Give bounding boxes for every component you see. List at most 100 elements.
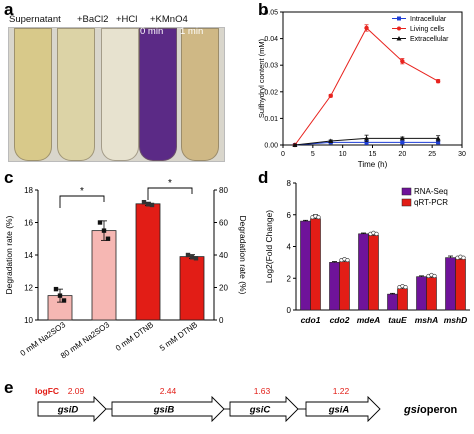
b-point: [400, 140, 405, 145]
b-y-tick-label: 0.02: [264, 89, 278, 96]
d-legend-swatch: [401, 198, 412, 207]
d-legend-label: RNA-Seq: [414, 187, 448, 196]
e-operon-word: operon: [420, 404, 458, 416]
c-data-point: [141, 199, 147, 205]
d-category-label: mshD: [444, 315, 468, 325]
d-bar: [358, 233, 369, 311]
c-right-tick-label: 20: [219, 284, 228, 293]
c-left-axis-label: Degradation rate (%): [4, 215, 14, 294]
b-y-tick-label: 0.04: [264, 36, 278, 43]
b-x-tick-label: 10: [339, 151, 347, 158]
b-y-tick-label: 0.01: [264, 116, 278, 123]
d-y-axis-label: Log2(Fold Change): [264, 210, 274, 283]
d-bar: [310, 218, 321, 311]
d-legend-label: qRT-PCR: [414, 198, 448, 207]
c-bar: [135, 203, 161, 321]
d-y-tick-label: 2: [287, 274, 292, 283]
c-data-point: [149, 202, 155, 208]
c-significance-star: *: [80, 186, 84, 197]
b-legend-label: Extracellular: [410, 36, 449, 43]
d-y-tick-label: 4: [287, 243, 292, 252]
b-y-axis-label: Sulfhydryl content (mM): [257, 38, 266, 118]
b-point: [364, 25, 369, 31]
c-left-tick-label: 14: [24, 251, 33, 260]
photo-label-hcl: +HCl: [116, 14, 138, 25]
b-point: [292, 142, 298, 147]
c-left-tick-label: 10: [24, 316, 33, 325]
c-data-point: [189, 255, 195, 260]
tube-hcl: [101, 28, 139, 161]
d-bar: [397, 288, 408, 311]
b-series-line-1: [294, 27, 439, 146]
d-bar: [339, 261, 350, 311]
c-data-point: [185, 252, 191, 258]
d-y-tick-label: 0: [287, 306, 292, 315]
tube-bacl2: [57, 28, 95, 161]
c-data-point: [105, 236, 111, 241]
b-x-tick-label: 25: [428, 151, 436, 158]
b-x-tick-label: 30: [458, 151, 466, 158]
b-y-tick-label: 0.05: [264, 10, 278, 17]
d-category-label: mshA: [415, 315, 439, 325]
c-data-point: [193, 256, 199, 261]
b-legend-marker: [397, 16, 401, 21]
d-bar: [416, 276, 427, 311]
c-right-axis-label: Degradation rate (%): [238, 216, 248, 295]
photo-label-supernatant: Supernatant: [9, 14, 61, 25]
b-y-tick-label: 0.00: [264, 143, 278, 150]
e-gene-label: gsiD: [57, 405, 79, 416]
c-right-tick-label: 40: [219, 251, 228, 260]
d-bar: [329, 262, 340, 311]
b-point: [435, 78, 441, 84]
d-bar: [300, 220, 311, 311]
d-data-point: [461, 255, 466, 260]
d-category-label: mdeA: [357, 315, 381, 325]
b-point: [328, 138, 334, 144]
c-bar: [91, 230, 117, 321]
d-data-point: [316, 215, 321, 220]
c-data-point: [101, 228, 107, 233]
d-y-tick-label: 6: [287, 211, 292, 220]
c-data-point: [53, 286, 59, 292]
c-left-tick-label: 16: [24, 219, 33, 228]
panel-letter-e: e: [4, 378, 14, 397]
e-gene-label: gsiA: [328, 405, 350, 416]
tube-supernatant: [14, 28, 52, 161]
c-data-point: [61, 298, 67, 303]
e-gene-arrow: [229, 395, 299, 423]
c-significance-star: *: [168, 178, 172, 189]
d-data-point: [432, 273, 437, 279]
b-x-tick-label: 5: [311, 151, 315, 158]
d-data-point: [403, 284, 408, 290]
d-legend-swatch: [401, 187, 412, 196]
tube-photo: [8, 27, 225, 162]
c-right-tick-label: 60: [219, 219, 228, 228]
d-y-tick-label: 8: [287, 179, 292, 188]
b-legend-marker: [397, 26, 401, 31]
b-point: [364, 140, 369, 145]
c-data-point: [57, 293, 63, 298]
d-category-label: cdo2: [330, 315, 350, 325]
panel-letter-c: c: [4, 168, 14, 187]
tube-kmno4-0min: [139, 28, 177, 161]
c-bar: [179, 256, 205, 321]
c-data-point: [145, 202, 151, 207]
d-bar: [426, 277, 437, 311]
e-gene-label: gsiB: [153, 405, 175, 416]
d-category-label: cdo1: [301, 315, 321, 325]
e-gene-arrow: [111, 395, 225, 423]
d-bar: [387, 293, 398, 311]
e-logfc-value: 1.63: [254, 386, 271, 396]
b-point: [400, 59, 405, 64]
c-significance-bracket: [147, 187, 193, 200]
c-right-tick-label: 80: [219, 186, 228, 195]
b-x-axis-label: Time (h): [358, 160, 388, 169]
photo-label-1min: 1 min: [180, 26, 204, 37]
b-x-tick-label: 0: [281, 151, 285, 158]
b-legend-label: Intracellular: [410, 16, 447, 23]
photo-label-bacl2: +BaCl2: [77, 14, 109, 25]
b-x-tick-label: 15: [369, 151, 377, 158]
e-logfc-label: logFC: [35, 386, 59, 396]
b-point: [399, 135, 405, 141]
photo-label-0min: 0 min: [140, 26, 164, 37]
